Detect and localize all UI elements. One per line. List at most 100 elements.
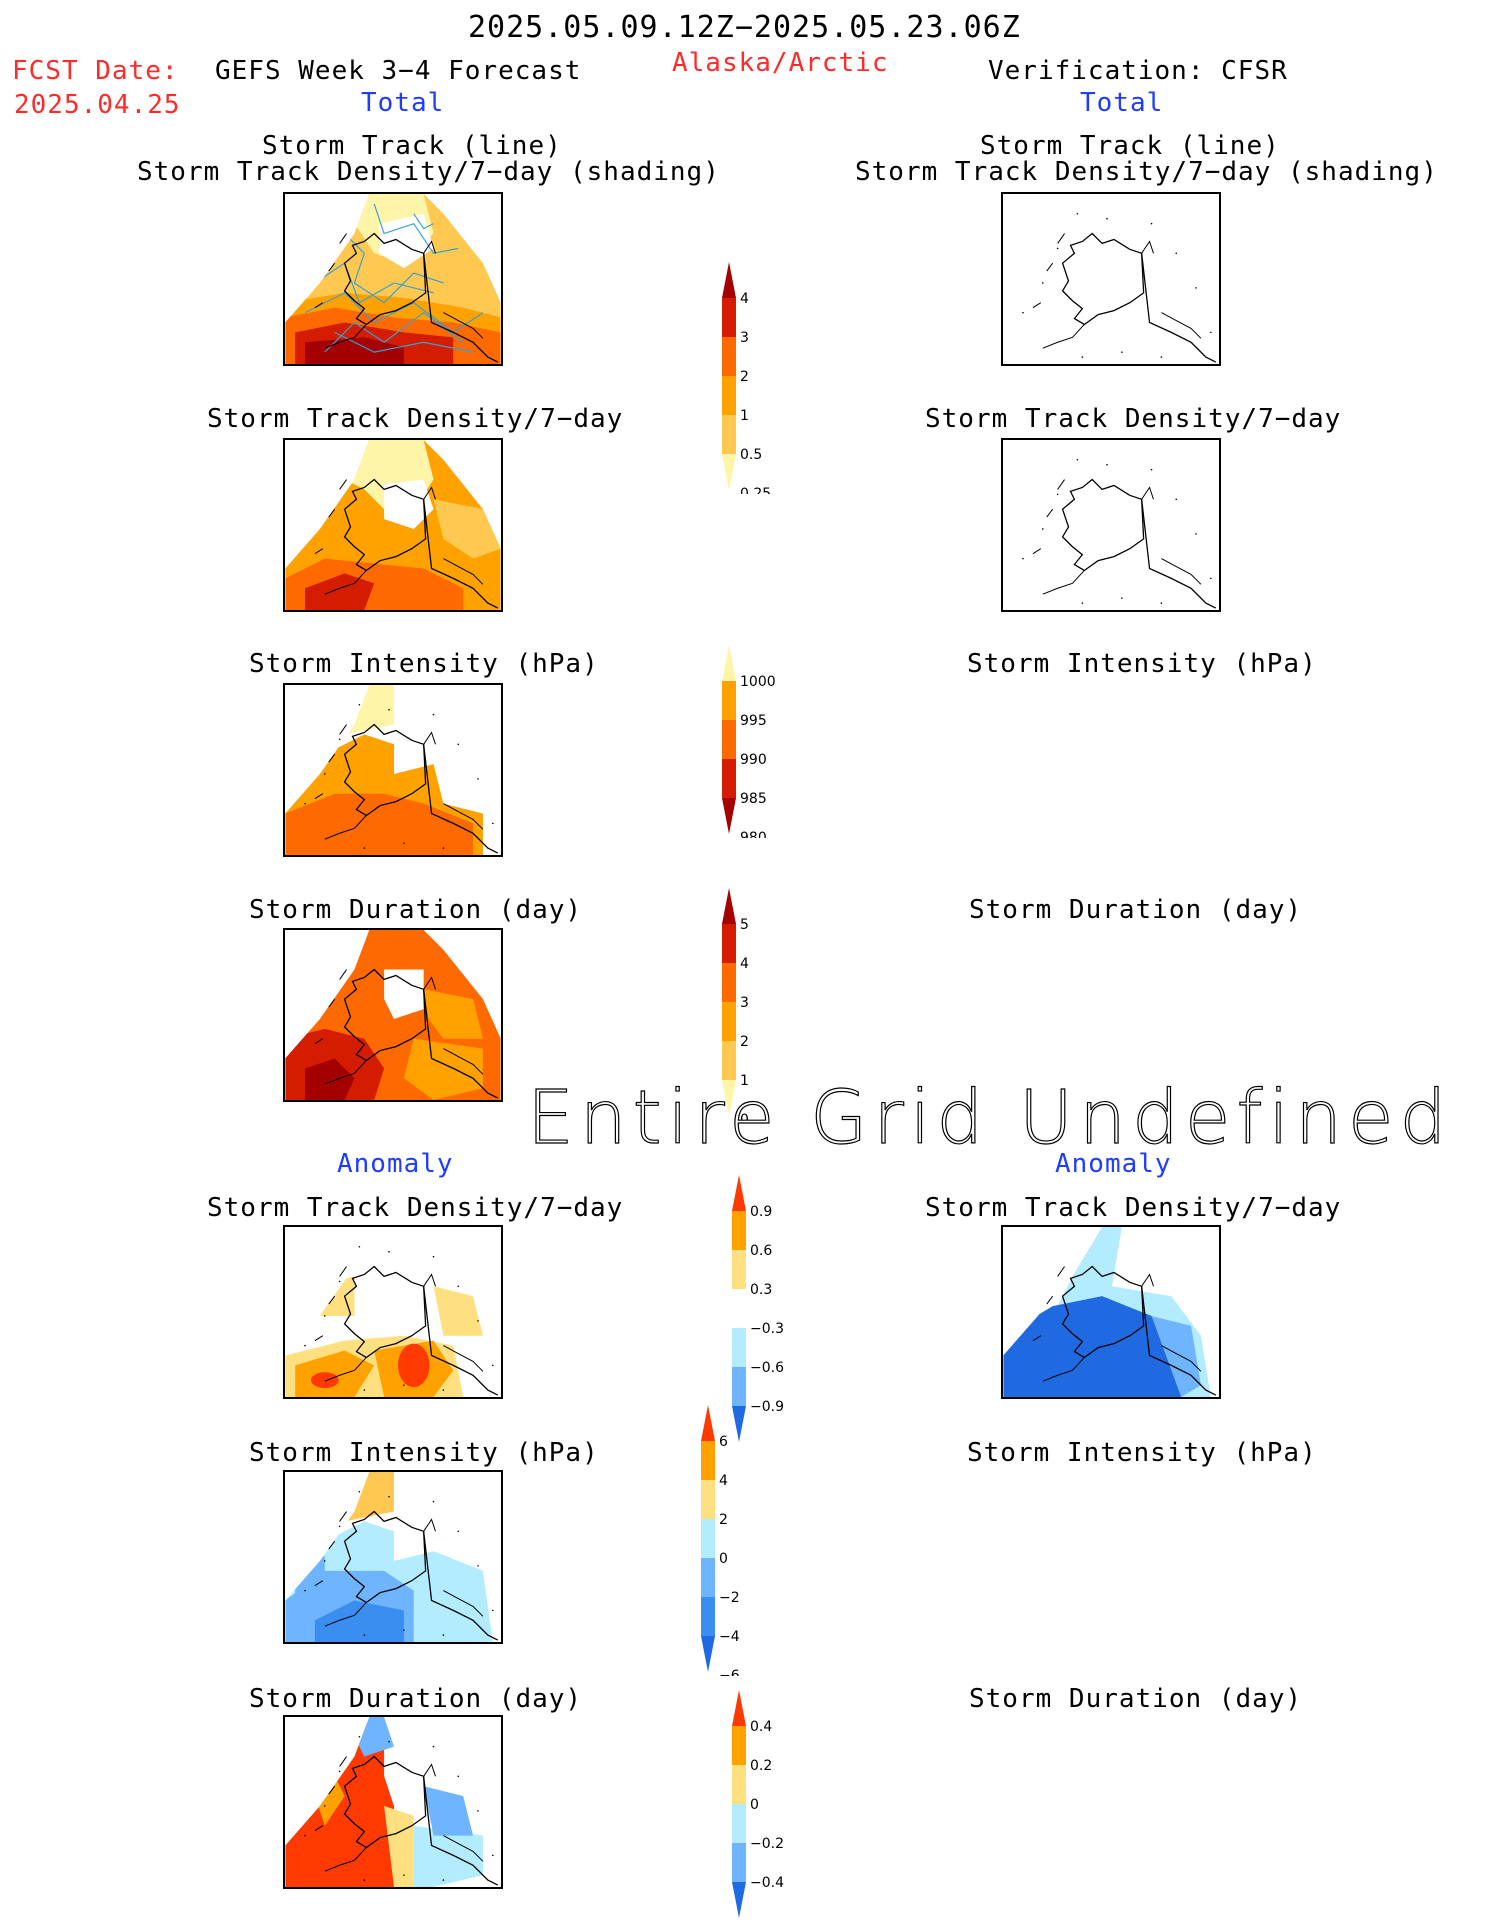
map-track-line-right [1001,192,1221,366]
colorbar-segment [701,1405,715,1441]
region-title: Alaska/Arctic [672,48,889,78]
colorbar-label: −0.2 [750,1836,784,1852]
colorbar-label: 0 [740,1112,749,1120]
colorbar-label: 4 [719,1473,728,1489]
colorbar-label: 0.3 [750,1282,772,1298]
colorbar-segment [732,1690,746,1726]
colorbar-label: 2 [719,1512,728,1528]
map-duration-left [283,928,503,1102]
map-anom-density-left [283,1225,503,1399]
fcst-date: 2025.04.25 [14,90,181,120]
map-anom-density-right [1001,1225,1221,1399]
colorbar-label: 3 [740,330,749,346]
colorbar-segment [732,1367,746,1406]
left-anomaly-label: Anomaly [337,1149,454,1179]
colorbar-segment [722,376,736,415]
colorbar-segment [732,1765,746,1804]
colorbar-segment [732,1250,746,1289]
colorbar-label: 985 [740,791,767,807]
colorbar-anom-intensity: 6 4 2 0 −2 −4 −6 [701,1405,740,1676]
colorbar-segment [732,1882,746,1918]
colorbar-label: 1 [740,408,749,424]
left-title-anom-density: Storm Track Density/7−day [207,1193,624,1223]
colorbar-segment [701,1597,715,1636]
right-total-label: Total [1080,88,1164,118]
right-title-anom-duration: Storm Duration (day) [969,1684,1303,1714]
colorbar-label: −0.9 [750,1399,784,1415]
left-title-density: Storm Track Density/7−day [207,404,624,434]
colorbar-segment [722,759,736,798]
colorbar-label: −6 [719,1668,740,1676]
right-title-track-line: Storm Track (line) [980,131,1280,161]
left-title-anom-intensity: Storm Intensity (hPa) [249,1438,599,1468]
colorbar-label: 990 [740,752,767,768]
right-title-anom-density: Storm Track Density/7−day [925,1193,1342,1223]
colorbar-segment [722,720,736,759]
colorbar-label: 0.6 [750,1243,772,1259]
colorbar-track-density: 4 3 2 1 0.5 0.25 [722,262,771,494]
colorbar-segment [722,798,736,834]
colorbar-label: 0.25 [740,486,771,494]
colorbar-segment [722,924,736,963]
colorbar-segment [722,888,736,924]
colorbar-label: −2 [719,1590,740,1606]
colorbar-label: 6 [719,1434,728,1450]
colorbar-segment [722,415,736,454]
date-range-title: 2025.05.09.12Z−2025.05.23.06Z [468,10,1021,45]
model-title: GEFS Week 3−4 Forecast [215,56,582,86]
left-title-track-line: Storm Track (line) [262,131,562,161]
colorbar-label: 0.2 [750,1758,772,1774]
colorbar-segment [722,963,736,1002]
colorbar-label: 2 [740,1034,749,1050]
undefined-grid-notice: Entire Grid Undefined [526,1074,1453,1161]
colorbar-segment [732,1211,746,1250]
colorbar-segment [732,1726,746,1765]
colorbar-segment [732,1175,746,1211]
colorbar-label: −0.3 [750,1321,784,1337]
colorbar-label: 995 [740,713,767,729]
colorbar-intensity: 1000 995 990 985 980 [722,645,776,838]
colorbar-segment [722,1041,736,1080]
colorbar-segment [701,1441,715,1480]
colorbar-segment [732,1843,746,1882]
map-track-line-left [283,192,503,366]
colorbar-duration: 5 4 3 2 1 0 [722,888,749,1120]
colorbar-segment [722,1002,736,1041]
colorbar-segment [701,1558,715,1597]
map-anom-duration-left [283,1715,503,1889]
colorbar-label: −4 [719,1629,740,1645]
colorbar-label: 1 [740,1073,749,1089]
right-title-track-shading: Storm Track Density/7−day (shading) [855,157,1438,187]
colorbar-segment [701,1519,715,1558]
fcst-label: FCST Date: [12,56,179,86]
colorbar-segment [722,337,736,376]
left-title-anom-duration: Storm Duration (day) [249,1684,583,1714]
left-total-label: Total [361,88,445,118]
colorbar-label: 0.9 [750,1204,772,1220]
colorbar-segment [722,298,736,337]
colorbar-segment [732,1406,746,1442]
colorbar-segment [722,262,736,298]
colorbar-label: 0.5 [740,447,762,463]
colorbar-segment [722,1080,736,1116]
left-title-intensity: Storm Intensity (hPa) [249,649,599,679]
colorbar-segment [722,645,736,681]
colorbar-segment [722,454,736,490]
verification-title: Verification: CFSR [988,56,1288,86]
map-density-right [1001,438,1221,612]
colorbar-label: 4 [740,291,749,307]
colorbar-anom-duration: 0.4 0.2 0 −0.2 −0.4 [732,1690,784,1918]
colorbar-segment [732,1328,746,1367]
colorbar-label: 980 [740,830,767,838]
colorbar-label: 3 [740,995,749,1011]
colorbar-label: −0.6 [750,1360,784,1376]
right-anomaly-label: Anomaly [1055,1149,1172,1179]
right-title-density: Storm Track Density/7−day [925,404,1342,434]
left-title-track-shading: Storm Track Density/7−day (shading) [137,157,720,187]
colorbar-label: 5 [740,917,749,933]
colorbar-segment [701,1636,715,1672]
right-title-anom-intensity: Storm Intensity (hPa) [967,1438,1317,1468]
map-anom-intensity-left [283,1470,503,1644]
left-title-duration: Storm Duration (day) [249,895,583,925]
colorbar-segment [732,1289,746,1328]
